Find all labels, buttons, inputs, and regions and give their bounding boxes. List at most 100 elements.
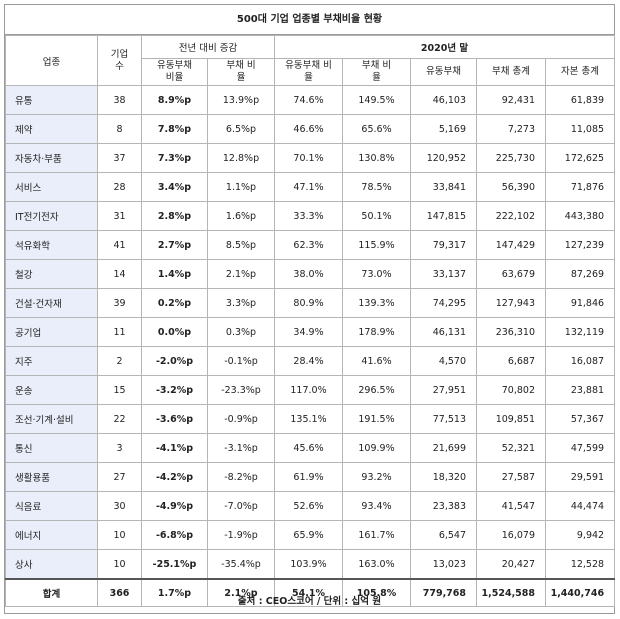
total-liab-cell: 70,802 xyxy=(476,375,547,405)
current-liab-ratio-cell: 45.6% xyxy=(274,433,344,463)
table-row: 식음료 30 -4.9%p -7.0%p 52.6% 93.4% 23,383 41,547 4… xyxy=(5,491,616,521)
col-header-total-liab: 부채 총계 xyxy=(476,58,547,86)
industry-cell: 통신 xyxy=(5,433,98,463)
industry-cell: 석유화학 xyxy=(5,230,98,260)
current-liab-cell: 74,295 xyxy=(410,288,478,318)
current-liab-ratio-cell: 47.1% xyxy=(274,172,344,202)
yoy-debt-ratio-cell: 1.6%p xyxy=(206,201,276,231)
debt-ratio-cell: 191.5% xyxy=(342,404,412,434)
total-equity-cell: 16,087 xyxy=(545,346,616,376)
industry-cell: 건설·건자재 xyxy=(5,288,98,318)
industry-cell: 합계 xyxy=(5,578,98,607)
yoy-current-liab-ratio-cell: -4.9%p xyxy=(141,491,208,521)
col-header-industry: 업종 xyxy=(5,35,98,86)
yoy-debt-ratio-cell: 1.1%p xyxy=(206,172,276,202)
yoy-current-liab-ratio-cell: 7.8%p xyxy=(141,114,208,144)
total-row: 합계 366 1.7%p 2.1%p 54.1% 105.8% 779,768 1,524,5… xyxy=(5,578,616,607)
total-equity-cell: 47,599 xyxy=(545,433,616,463)
current-liab-cell: 147,815 xyxy=(410,201,478,231)
industry-cell: 식음료 xyxy=(5,491,98,521)
total-equity-cell: 61,839 xyxy=(545,85,616,115)
company-count-cell: 10 xyxy=(97,549,142,580)
current-liab-ratio-cell: 38.0% xyxy=(274,259,344,289)
debt-ratio-cell: 296.5% xyxy=(342,375,412,405)
table-row: 석유화학 41 2.7%p 8.5%p 62.3% 115.9% 79,317 147,429… xyxy=(5,230,616,260)
table-row: 유통 38 8.9%p 13.9%p 74.6% 149.5% 46,103 92,431 61… xyxy=(5,85,616,115)
yoy-current-liab-ratio-cell: -3.6%p xyxy=(141,404,208,434)
current-liab-cell: 120,952 xyxy=(410,143,478,173)
debt-ratio-cell: 78.5% xyxy=(342,172,412,202)
yoy-current-liab-ratio-cell: 3.4%p xyxy=(141,172,208,202)
debt-ratio-cell: 41.6% xyxy=(342,346,412,376)
yoy-current-liab-ratio-cell: 2.7%p xyxy=(141,230,208,260)
debt-ratio-cell: 109.9% xyxy=(342,433,412,463)
col-header-total-equity: 자본 총계 xyxy=(545,58,616,86)
col-header-companies: 기업 수 xyxy=(97,35,142,86)
current-liab-ratio-cell: 74.6% xyxy=(274,85,344,115)
total-liab-cell: 1,524,588 xyxy=(476,578,547,607)
current-liab-ratio-cell: 34.9% xyxy=(274,317,344,347)
company-count-cell: 2 xyxy=(97,346,142,376)
debt-ratio-cell: 93.2% xyxy=(342,462,412,492)
total-liab-cell: 147,429 xyxy=(476,230,547,260)
current-liab-ratio-cell: 52.6% xyxy=(274,491,344,521)
col-header-current-liab-ratio: 유동부채 비율 xyxy=(274,58,344,86)
total-liab-cell: 236,310 xyxy=(476,317,547,347)
total-liab-cell: 222,102 xyxy=(476,201,547,231)
current-liab-ratio-cell: 80.9% xyxy=(274,288,344,318)
current-liab-ratio-cell: 46.6% xyxy=(274,114,344,144)
company-count-cell: 10 xyxy=(97,520,142,550)
current-liab-cell: 779,768 xyxy=(410,578,478,607)
col-header-debt-ratio: 부채 비율 xyxy=(342,58,412,86)
current-liab-cell: 5,169 xyxy=(410,114,478,144)
table-row: 철강 14 1.4%p 2.1%p 38.0% 73.0% 33,137 63,679 87,2… xyxy=(5,259,616,289)
total-equity-cell: 1,440,746 xyxy=(545,578,616,607)
group-header-2020: 2020년 말 xyxy=(274,35,616,59)
total-liab-cell: 225,730 xyxy=(476,143,547,173)
total-equity-cell: 71,876 xyxy=(545,172,616,202)
yoy-debt-ratio-cell: -7.0%p xyxy=(206,491,276,521)
debt-ratio-cell: 105.8% xyxy=(342,578,412,607)
industry-cell: 철강 xyxy=(5,259,98,289)
group-header-yoy: 전년 대비 증감 xyxy=(140,35,276,59)
table-row: 운송 15 -3.2%p -23.3%p 117.0% 296.5% 27,951 70,80… xyxy=(5,375,616,405)
current-liab-ratio-cell: 103.9% xyxy=(274,549,344,580)
debt-ratio-cell: 115.9% xyxy=(342,230,412,260)
industry-cell: 생활용품 xyxy=(5,462,98,492)
current-liab-ratio-cell: 65.9% xyxy=(274,520,344,550)
current-liab-cell: 79,317 xyxy=(410,230,478,260)
industry-cell: 에너지 xyxy=(5,520,98,550)
yoy-debt-ratio-cell: 12.8%p xyxy=(206,143,276,173)
company-count-cell: 37 xyxy=(97,143,142,173)
company-count-cell: 8 xyxy=(97,114,142,144)
total-liab-cell: 127,943 xyxy=(476,288,547,318)
total-equity-cell: 44,474 xyxy=(545,491,616,521)
current-liab-cell: 77,513 xyxy=(410,404,478,434)
current-liab-cell: 13,023 xyxy=(410,549,478,580)
total-liab-cell: 63,679 xyxy=(476,259,547,289)
total-liab-cell: 16,079 xyxy=(476,520,547,550)
total-equity-cell: 127,239 xyxy=(545,230,616,260)
current-liab-ratio-cell: 62.3% xyxy=(274,230,344,260)
total-equity-cell: 87,269 xyxy=(545,259,616,289)
industry-cell: 제약 xyxy=(5,114,98,144)
debt-ratio-cell: 93.4% xyxy=(342,491,412,521)
debt-ratio-cell: 139.3% xyxy=(342,288,412,318)
company-count-cell: 11 xyxy=(97,317,142,347)
yoy-debt-ratio-cell: 3.3%p xyxy=(206,288,276,318)
yoy-current-liab-ratio-cell: -3.2%p xyxy=(141,375,208,405)
yoy-current-liab-ratio-cell: 1.7%p xyxy=(141,578,208,607)
company-count-cell: 15 xyxy=(97,375,142,405)
industry-cell: 지주 xyxy=(5,346,98,376)
total-equity-cell: 172,625 xyxy=(545,143,616,173)
current-liab-cell: 21,699 xyxy=(410,433,478,463)
total-liab-cell: 20,427 xyxy=(476,549,547,580)
yoy-current-liab-ratio-cell: 8.9%p xyxy=(141,85,208,115)
yoy-current-liab-ratio-cell: 0.2%p xyxy=(141,288,208,318)
total-equity-cell: 443,380 xyxy=(545,201,616,231)
debt-ratio-cell: 130.8% xyxy=(342,143,412,173)
total-liab-cell: 41,547 xyxy=(476,491,547,521)
table-row: 자동차·부품 37 7.3%p 12.8%p 70.1% 130.8% 120,952 225… xyxy=(5,143,616,173)
total-liab-cell: 27,587 xyxy=(476,462,547,492)
current-liab-cell: 18,320 xyxy=(410,462,478,492)
